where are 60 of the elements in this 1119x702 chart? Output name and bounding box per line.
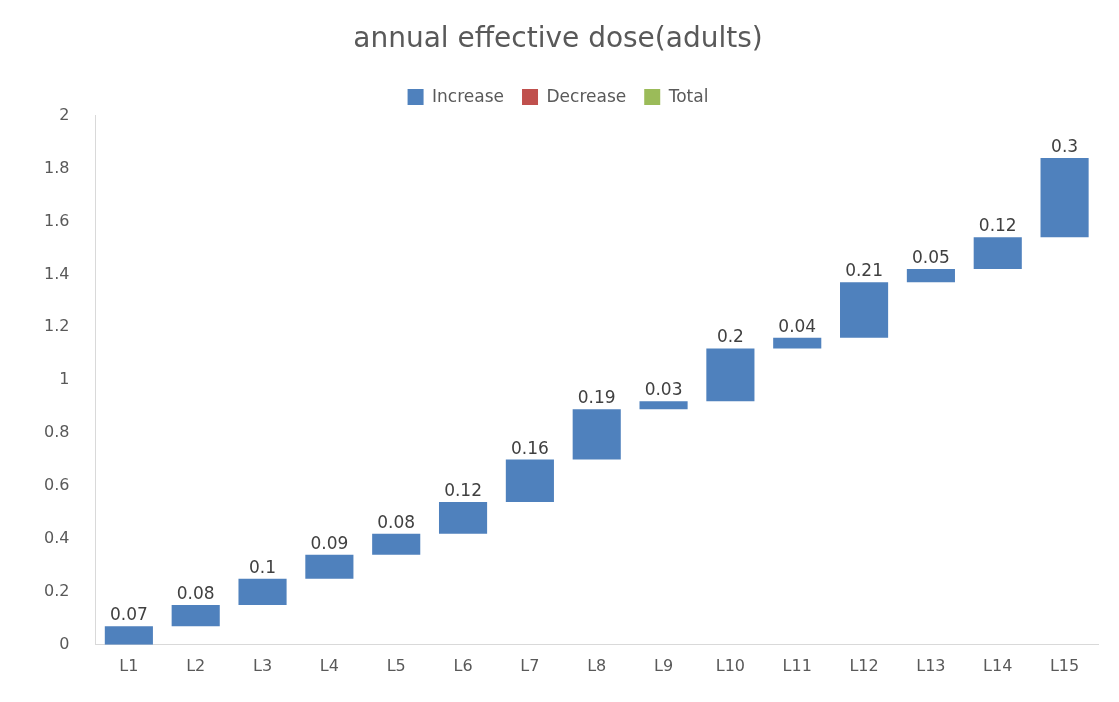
y-tick-label: 0.6 [43, 475, 70, 495]
data-label: 0.2 [716, 326, 744, 347]
bar [238, 578, 287, 606]
x-tick-label: L15 [1049, 655, 1080, 675]
bar [1040, 157, 1089, 238]
bar [505, 459, 554, 502]
data-label: 0.07 [109, 604, 148, 625]
x-tick-label: L9 [654, 655, 674, 675]
data-label: 0.05 [911, 246, 950, 267]
y-tick-label: 1.2 [43, 316, 70, 336]
x-tick-label: L2 [186, 655, 206, 675]
data-label: 0.08 [176, 583, 215, 604]
x-tick-label: L10 [715, 655, 746, 675]
data-label: 0.12 [444, 479, 482, 500]
data-label: 0.21 [845, 260, 883, 281]
x-tick-label: L7 [520, 655, 540, 675]
legend-label: Total [667, 85, 709, 106]
data-label: 0.19 [577, 387, 616, 408]
data-label: 0.12 [978, 215, 1017, 236]
y-tick-label: 1.8 [43, 157, 70, 177]
legend-label: Increase [432, 85, 505, 106]
bar [171, 605, 220, 627]
data-label: 0.1 [249, 556, 277, 577]
x-tick-label: L6 [453, 655, 473, 675]
bar [639, 401, 688, 410]
data-label: 0.04 [778, 315, 817, 336]
bar [840, 282, 889, 338]
y-tick-label: 0.8 [43, 422, 70, 442]
data-label: 0.03 [644, 379, 683, 400]
y-tick-label: 1 [59, 369, 70, 389]
bar [973, 237, 1022, 270]
bar [372, 533, 421, 555]
y-tick-label: 0.4 [43, 528, 70, 548]
y-tick-label: 1.4 [43, 263, 70, 283]
y-tick-label: 0 [59, 633, 70, 653]
bar [305, 554, 354, 579]
chart-title: annual effective dose(adults) [353, 21, 763, 55]
x-tick-label: L14 [983, 655, 1013, 675]
legend-label: Decrease [546, 85, 627, 106]
bar [706, 348, 755, 402]
x-tick-label: L5 [386, 655, 406, 675]
x-tick-label: L11 [782, 655, 812, 675]
x-tick-label: L8 [587, 655, 607, 675]
data-label: 0.16 [510, 437, 549, 458]
x-tick-label: L13 [916, 655, 946, 675]
bar [438, 501, 488, 534]
data-label: 0.09 [310, 532, 349, 553]
bar [572, 409, 621, 460]
x-tick-label: L4 [319, 655, 339, 675]
data-label: 0.08 [377, 511, 416, 532]
data-label: 0.3 [1051, 135, 1079, 156]
x-tick-label: L3 [252, 655, 273, 675]
y-tick-label: 0.2 [43, 581, 70, 601]
y-tick-label: 2 [59, 104, 70, 124]
bar [773, 337, 822, 349]
bar [906, 269, 955, 283]
x-tick-label: L12 [849, 655, 879, 675]
bar [104, 626, 153, 645]
y-tick-label: 1.6 [43, 210, 70, 230]
x-tick-label: L1 [119, 655, 139, 675]
